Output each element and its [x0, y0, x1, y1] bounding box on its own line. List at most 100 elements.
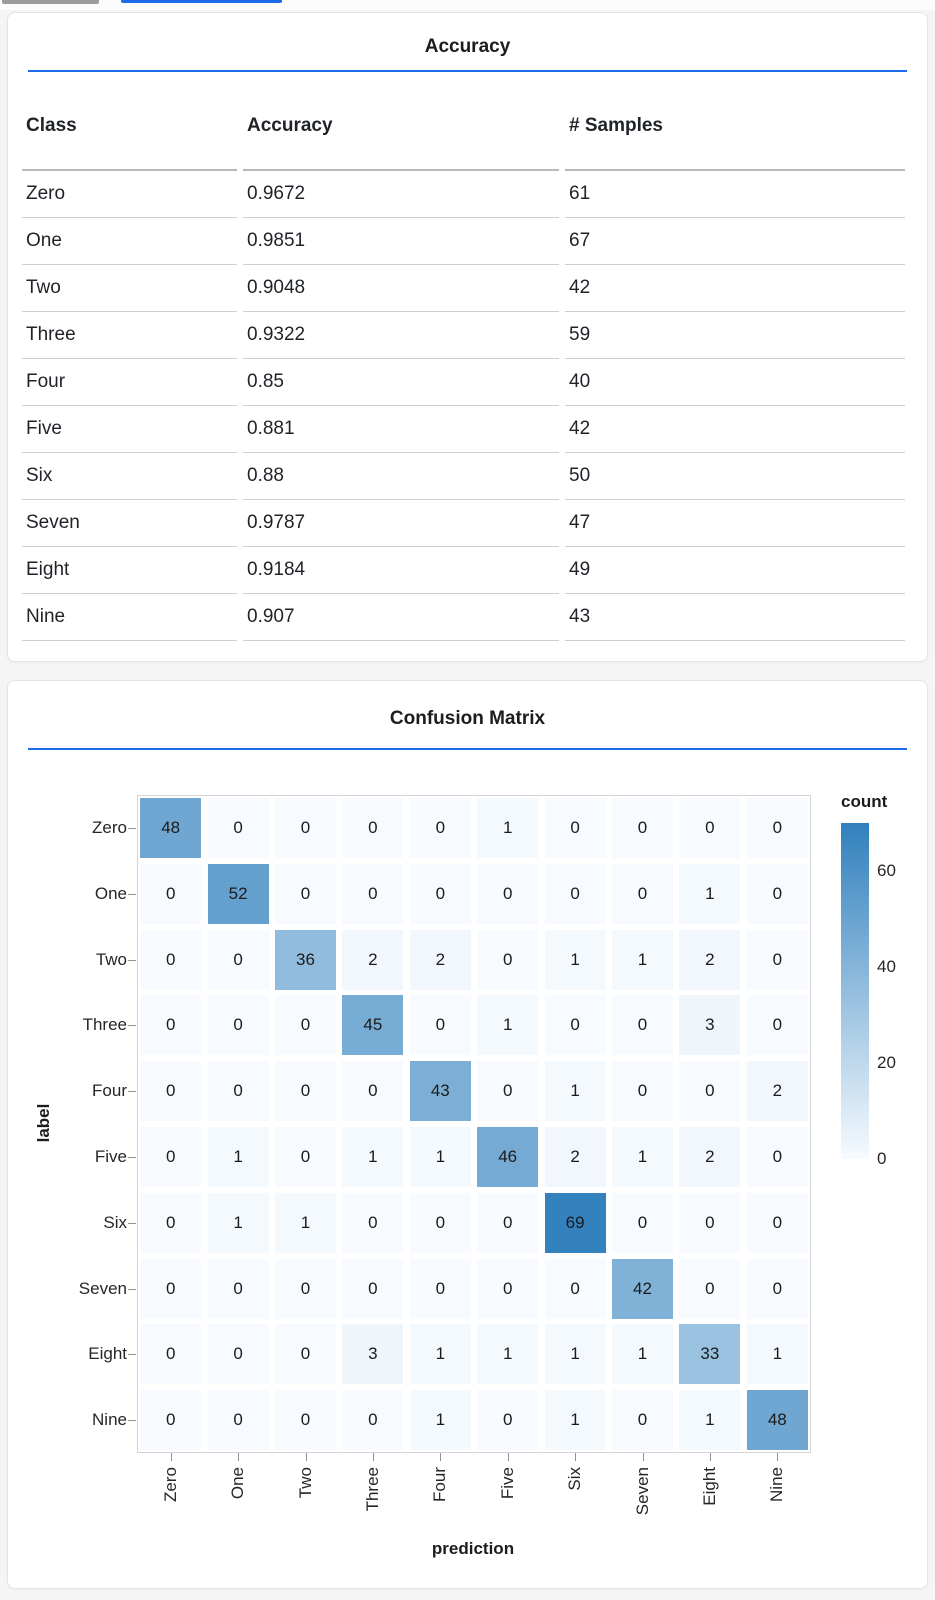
tab-indicator-active[interactable]	[121, 0, 282, 3]
x-axis-label: Two	[295, 1467, 315, 1499]
heatmap-cell: 1	[612, 1126, 673, 1187]
y-axis-label: Three	[82, 1015, 127, 1035]
heatmap-cell: 0	[207, 1061, 269, 1122]
y-axis-label: Zero	[92, 817, 127, 837]
heatmap-cell: 0	[140, 1258, 202, 1319]
heatmap-cell: 0	[409, 1192, 471, 1253]
cell-accuracy: 0.88	[243, 453, 559, 500]
table-row: Eight 0.9184 49	[22, 547, 905, 594]
legend-tick-label: 20	[877, 1053, 896, 1072]
heatmap-cell: 0	[140, 929, 202, 990]
cell-samples: 42	[565, 406, 905, 453]
cell-samples: 49	[565, 547, 905, 594]
heatmap-cell: 0	[477, 929, 539, 990]
heatmap-cell: 1	[342, 1126, 404, 1187]
heatmap-cell: 0	[140, 863, 202, 924]
cell-samples: 43	[565, 594, 905, 641]
column-header-accuracy: Accuracy	[243, 83, 559, 171]
y-axis-tick	[128, 1420, 136, 1422]
heatmap-cell: 1	[409, 1390, 471, 1451]
accuracy-card: Accuracy Class Accuracy # Samples Zero 0.…	[7, 12, 928, 662]
cell-samples: 47	[565, 500, 905, 547]
table-row: Six 0.88 50	[22, 453, 905, 500]
heatmap-cell: 0	[544, 995, 606, 1056]
x-axis-label: Five	[497, 1467, 517, 1500]
y-axis-tick	[128, 1156, 136, 1158]
confusion-matrix-card: Confusion Matrix 48 0 0 0 0 1 0 0 0 0 0 52 0 0 0 0 0 0 1 0 0…	[7, 680, 928, 1589]
heatmap-cell: 1	[544, 1324, 606, 1385]
x-axis-label: Eight	[699, 1467, 719, 1506]
heatmap-cell: 1	[544, 1061, 606, 1122]
table-row: Nine 0.907 43	[22, 594, 905, 641]
heatmap-cell: 33	[679, 1324, 741, 1385]
heatmap-cell: 2	[679, 929, 741, 990]
cell-class: Two	[22, 265, 237, 312]
y-axis-label: Two	[95, 949, 127, 969]
cell-accuracy: 0.9672	[243, 171, 559, 218]
cell-accuracy: 0.9048	[243, 265, 559, 312]
cell-samples: 50	[565, 453, 905, 500]
heatmap-cell: 0	[612, 995, 673, 1056]
x-axis-tick	[238, 1453, 240, 1461]
heatmap-cell: 3	[679, 995, 741, 1056]
heatmap-cell: 0	[679, 1192, 741, 1253]
heatmap-cell: 1	[477, 995, 539, 1056]
heatmap-cell: 2	[679, 1126, 741, 1187]
table-row: Two 0.9048 42	[22, 265, 905, 312]
heatmap-cell: 0	[140, 995, 202, 1056]
heatmap-cell: 1	[544, 929, 606, 990]
legend-gradient-bar	[841, 823, 869, 1159]
y-axis-label: Nine	[92, 1410, 127, 1430]
column-header-class: Class	[22, 83, 237, 171]
heatmap-cell: 0	[679, 1061, 741, 1122]
tab-indicator-inactive[interactable]	[2, 0, 99, 4]
table-row: One 0.9851 67	[22, 218, 905, 265]
heatmap-cell: 1	[477, 1324, 539, 1385]
x-axis-tick	[170, 1453, 172, 1461]
heatmap-cell: 69	[544, 1192, 606, 1253]
heatmap-cell: 0	[477, 1258, 539, 1319]
x-axis-tick	[440, 1453, 442, 1461]
heatmap-cell: 1	[409, 1126, 471, 1187]
cell-class: Four	[22, 359, 237, 406]
heatmap-cell: 1	[544, 1390, 606, 1451]
legend-tick-label: 60	[877, 861, 896, 880]
heatmap-cell: 0	[409, 863, 471, 924]
heatmap-cell: 0	[275, 863, 336, 924]
x-axis-label: One	[228, 1467, 248, 1500]
heatmap-cell: 0	[275, 1126, 336, 1187]
heatmap-cell: 0	[342, 1390, 404, 1451]
cell-samples: 61	[565, 171, 905, 218]
x-axis-tick	[305, 1453, 307, 1461]
heatmap-cell: 1	[477, 797, 539, 858]
y-axis-label: One	[94, 883, 127, 903]
heatmap-cell: 1	[612, 1324, 673, 1385]
heatmap-cell: 0	[275, 1390, 336, 1451]
heatmap-cell: 0	[746, 863, 808, 924]
y-axis-title: label	[34, 1103, 53, 1143]
confusion-matrix-chart: 48 0 0 0 0 1 0 0 0 0 0 52 0 0 0 0 0 0 1 0 0 0 36 2 2 0 1 1 2 0 0 0 0 45 0 1…	[8, 681, 929, 1590]
heatmap-cell: 0	[612, 1061, 673, 1122]
x-axis-title: prediction	[431, 1539, 515, 1558]
heatmap-cell: 45	[342, 995, 404, 1056]
x-axis-tick	[575, 1453, 577, 1461]
x-axis-tick	[372, 1453, 374, 1461]
x-axis-tick	[642, 1453, 644, 1461]
heatmap-cell: 0	[544, 797, 606, 858]
heatmap-cell: 48	[140, 797, 202, 858]
y-axis-tick	[128, 1025, 136, 1027]
heatmap-cell: 1	[409, 1324, 471, 1385]
heatmap-cell: 0	[140, 1390, 202, 1451]
heatmap-cell: 0	[477, 1061, 539, 1122]
heatmap-cell: 0	[477, 1192, 539, 1253]
heatmap-cell: 0	[207, 1324, 269, 1385]
heatmap-cell: 0	[207, 995, 269, 1056]
x-axis-label: Zero	[160, 1467, 180, 1502]
heatmap-cell: 0	[275, 797, 336, 858]
heatmap-cell: 0	[746, 929, 808, 990]
heatmap-cell: 0	[207, 1390, 269, 1451]
heatmap-cell: 0	[544, 863, 606, 924]
cell-samples: 42	[565, 265, 905, 312]
y-axis-tick	[128, 1288, 136, 1290]
heatmap-cell: 0	[679, 1258, 741, 1319]
